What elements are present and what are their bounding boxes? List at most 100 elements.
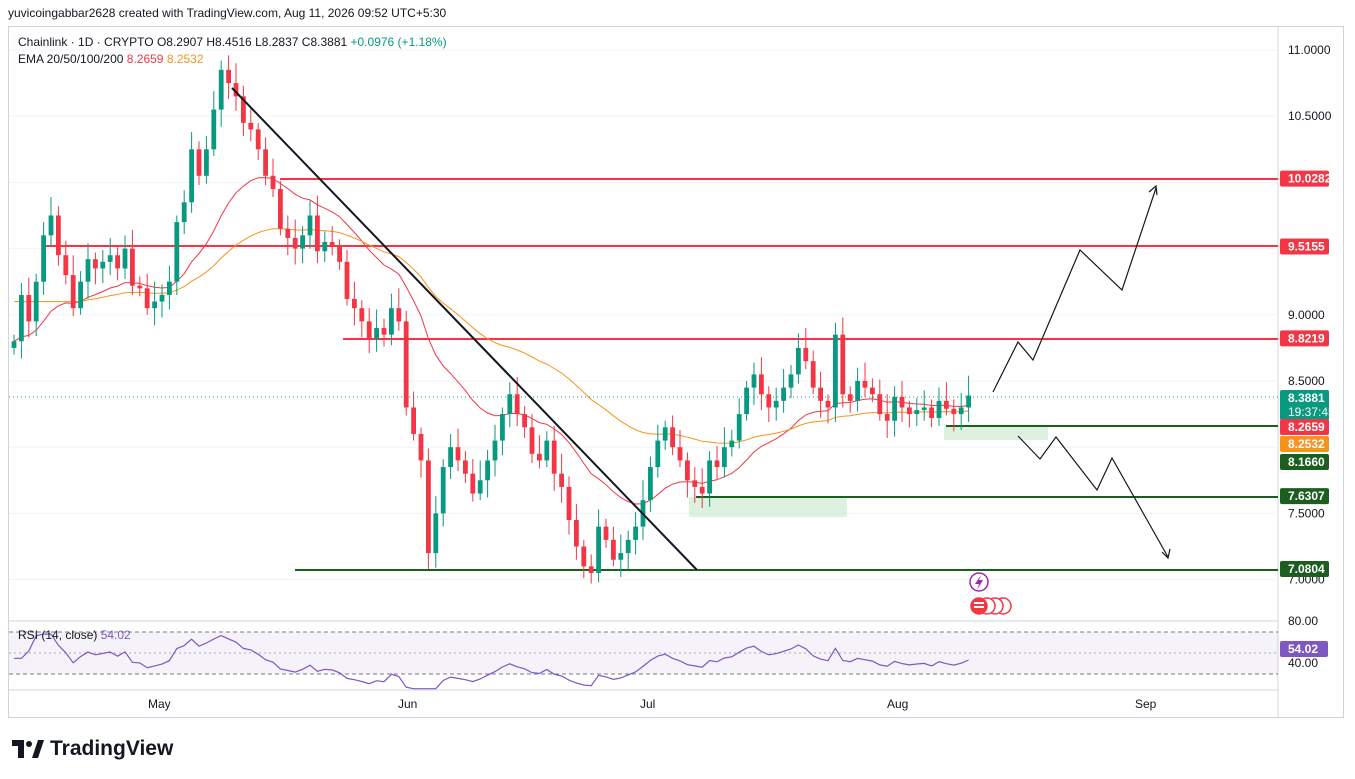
demand-zone-upper[interactable] [944, 426, 1048, 440]
candle-body [966, 395, 971, 408]
candle-body [33, 281, 39, 322]
candle-body [862, 381, 868, 388]
bullish-projection-path[interactable] [992, 187, 1157, 393]
candle-body [337, 245, 342, 262]
price-tag-ema50 [1280, 436, 1329, 452]
candle-body [307, 215, 313, 236]
candle-body [492, 440, 498, 461]
candle-body [137, 285, 143, 289]
candle-body [618, 553, 624, 560]
price-tag-ema20 [1280, 419, 1329, 435]
demand-zone-lower[interactable] [689, 497, 847, 517]
candle-body [270, 175, 276, 190]
candle-body [403, 321, 409, 408]
candle-body [781, 387, 786, 401]
high-value: H8.4516 [206, 35, 252, 49]
candle-body [93, 259, 98, 269]
candle-body [255, 129, 261, 150]
candle-body [167, 281, 172, 295]
us-flag-event-icons[interactable] [970, 597, 1012, 615]
candle-body [233, 83, 239, 97]
candle-body [633, 526, 638, 540]
candle-body [729, 440, 735, 448]
candle-body [611, 539, 616, 560]
price-tag-resistance [1280, 238, 1329, 255]
tradingview-logo-icon [12, 740, 44, 758]
candle-body [921, 407, 927, 411]
rsi-label[interactable]: RSI (14, close) [18, 628, 98, 642]
rsi-axis-label-40: 40.00 [1288, 656, 1318, 670]
price-tag-text: 8.3881 [1288, 391, 1325, 405]
candle-body [759, 374, 764, 395]
candle-body [877, 394, 883, 415]
ema-legend-row: EMA 20/50/100/200 8.2659 8.2532 [18, 51, 447, 68]
candle-body [359, 308, 365, 322]
candle-body [26, 294, 32, 322]
symbol-legend-row: Chainlink · 1D · CRYPTO O8.2907 H8.4516 … [18, 34, 447, 51]
candle-body [677, 447, 683, 461]
candle-body [440, 467, 446, 514]
tradingview-logo[interactable]: TradingView [12, 737, 173, 761]
candle-body [396, 308, 402, 322]
lightning-event-icon[interactable] [969, 572, 989, 592]
candle-body [751, 374, 757, 388]
candle-body [426, 460, 431, 554]
candle-body [485, 460, 490, 481]
price-tag-text: 10.0282 [1288, 172, 1332, 186]
candle-body [944, 400, 949, 409]
candle-body [796, 347, 801, 375]
price-tag-text: 8.8219 [1288, 331, 1325, 345]
candle-body [899, 396, 905, 408]
candle-body [11, 341, 17, 348]
candle-body [418, 433, 424, 461]
candle-body [892, 396, 897, 421]
candle-body [389, 308, 394, 335]
rsi-value-tag [1280, 641, 1328, 657]
price-tag-support [1280, 488, 1329, 505]
candle-body [500, 414, 505, 441]
bearish-projection-path[interactable] [1017, 435, 1169, 558]
candle-body [670, 427, 675, 448]
candle-body [818, 387, 823, 401]
chart-frame[interactable] [8, 26, 1344, 718]
candle-body [766, 394, 772, 408]
price-tag-support [1280, 560, 1329, 577]
candle-body [958, 407, 964, 415]
candle-body [144, 288, 150, 309]
rsi-value-tag-text: 54.02 [1288, 642, 1318, 656]
candle-body [929, 407, 934, 419]
candle-body [63, 255, 69, 276]
candle-body [477, 480, 483, 494]
candle-body [285, 228, 291, 239]
price-axis-label: 7.5000 [1288, 506, 1325, 520]
candle-body [189, 149, 194, 203]
descending-trendline[interactable] [231, 87, 698, 571]
candle-body [463, 460, 468, 474]
candle-body [152, 301, 157, 309]
rsi-legend: RSI (14, close) 54.02 [18, 628, 131, 642]
candle-body [48, 215, 54, 236]
candle-body [855, 381, 860, 401]
candle-body [833, 334, 838, 408]
candle-body [455, 447, 461, 461]
candle-body [707, 460, 712, 494]
candle-body [907, 407, 912, 415]
candle-body [329, 241, 335, 246]
ema-label[interactable]: EMA 20/50/100/200 [18, 52, 124, 66]
symbol-info[interactable]: Chainlink · 1D · CRYPTO [18, 35, 154, 49]
rsi-axis-label-80: 80.00 [1288, 614, 1318, 628]
candle-body [218, 69, 224, 110]
candle-body [655, 440, 661, 468]
rsi-legend-value: 54.02 [100, 628, 131, 642]
ema-20-line [13, 177, 969, 505]
candle-body [107, 255, 113, 262]
candle-body [884, 414, 890, 421]
candle-body [278, 189, 283, 229]
change-value: +0.0976 (+1.18%) [350, 35, 447, 49]
ema-20-value: 8.2659 [126, 52, 164, 66]
candle-body [714, 460, 720, 468]
candle-body [181, 202, 187, 223]
price-tag-last [1280, 390, 1329, 420]
